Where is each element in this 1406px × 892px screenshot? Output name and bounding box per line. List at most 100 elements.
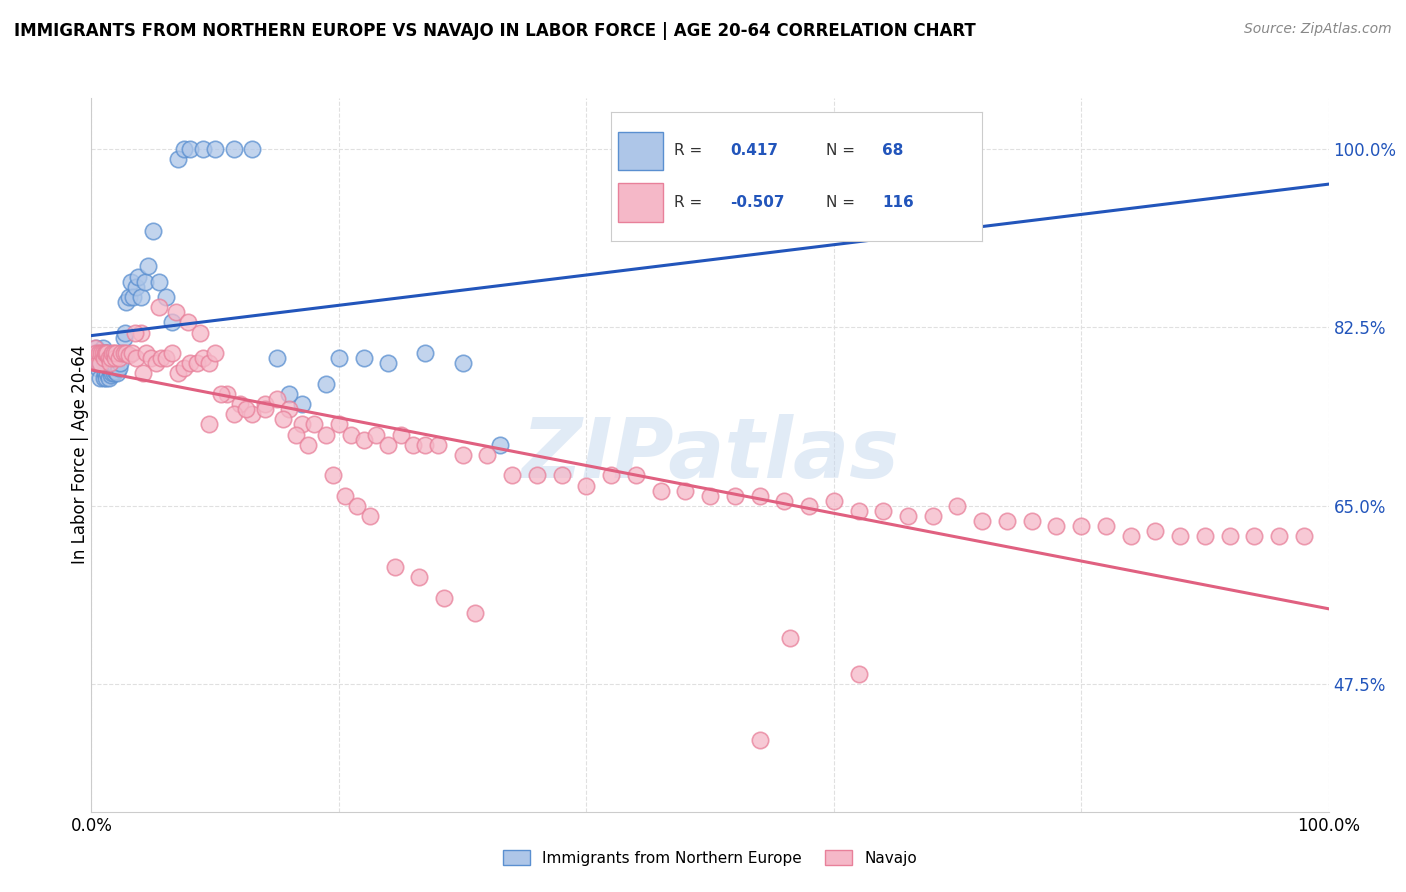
- Point: [103, 346, 125, 360]
- Point: [779, 632, 801, 646]
- Point: [526, 468, 548, 483]
- Point: [100, 351, 122, 365]
- Point: [93, 356, 115, 370]
- Point: [117, 290, 139, 304]
- Point: [340, 427, 363, 442]
- Point: [84, 341, 107, 355]
- Point: [872, 504, 894, 518]
- Point: [107, 351, 129, 365]
- Point: [96, 346, 118, 360]
- Point: [115, 295, 138, 310]
- Point: [297, 438, 319, 452]
- Point: [107, 361, 129, 376]
- Point: [98, 356, 121, 370]
- Point: [125, 351, 148, 365]
- Point: [87, 356, 110, 370]
- Point: [198, 356, 221, 370]
- Point: [94, 367, 117, 381]
- Point: [1021, 514, 1043, 528]
- Point: [186, 356, 208, 370]
- Point: [100, 368, 122, 383]
- Point: [1045, 519, 1067, 533]
- Point: [488, 438, 510, 452]
- Point: [122, 290, 145, 304]
- Point: [353, 433, 375, 447]
- Point: [94, 346, 117, 360]
- Point: [104, 364, 127, 378]
- Point: [112, 346, 135, 360]
- Point: [315, 427, 337, 442]
- Point: [1243, 529, 1265, 543]
- Point: [477, 448, 499, 462]
- Point: [328, 417, 350, 432]
- Point: [110, 346, 132, 360]
- Point: [97, 361, 120, 376]
- Point: [198, 417, 221, 432]
- Point: [167, 153, 190, 167]
- Point: [1292, 529, 1315, 543]
- Point: [101, 367, 124, 381]
- Point: [90, 356, 112, 370]
- Point: [1194, 529, 1216, 543]
- Point: [359, 509, 381, 524]
- Point: [1095, 519, 1118, 533]
- Point: [278, 402, 301, 417]
- Point: [346, 499, 368, 513]
- Point: [142, 224, 165, 238]
- Point: [155, 290, 177, 304]
- Point: [1070, 519, 1092, 533]
- Point: [101, 346, 124, 360]
- Point: [204, 142, 226, 156]
- Point: [946, 142, 969, 156]
- Point: [1119, 529, 1142, 543]
- Point: [995, 514, 1018, 528]
- Point: [86, 346, 108, 360]
- Point: [235, 402, 257, 417]
- Point: [120, 275, 142, 289]
- Point: [89, 371, 111, 385]
- Text: Source: ZipAtlas.com: Source: ZipAtlas.com: [1244, 22, 1392, 37]
- Point: [129, 326, 152, 340]
- Text: IMMIGRANTS FROM NORTHERN EUROPE VS NAVAJO IN LABOR FORCE | AGE 20-64 CORRELATION: IMMIGRANTS FROM NORTHERN EUROPE VS NAVAJ…: [14, 22, 976, 40]
- Point: [773, 493, 796, 508]
- Point: [291, 397, 314, 411]
- Point: [145, 356, 167, 370]
- Point: [115, 346, 138, 360]
- Point: [155, 351, 177, 365]
- Point: [177, 315, 200, 329]
- Point: [253, 402, 276, 417]
- Point: [117, 348, 139, 362]
- Point: [173, 361, 195, 376]
- Point: [160, 315, 183, 329]
- Point: [104, 351, 127, 365]
- Point: [90, 346, 112, 360]
- Point: [724, 489, 747, 503]
- Point: [377, 356, 399, 370]
- Point: [91, 341, 114, 355]
- Point: [127, 269, 149, 284]
- Point: [93, 371, 115, 385]
- Point: [98, 361, 121, 376]
- Point: [408, 570, 430, 584]
- Point: [132, 367, 155, 381]
- Point: [100, 351, 122, 365]
- Point: [848, 667, 870, 681]
- Point: [114, 326, 136, 340]
- Point: [87, 346, 110, 360]
- Point: [1268, 529, 1291, 543]
- Point: [84, 346, 107, 360]
- Point: [167, 367, 190, 381]
- Point: [253, 397, 276, 411]
- Point: [204, 346, 226, 360]
- Point: [89, 356, 111, 370]
- Point: [415, 346, 437, 360]
- Point: [415, 438, 437, 452]
- Point: [650, 483, 672, 498]
- Point: [91, 346, 114, 360]
- Point: [148, 300, 170, 314]
- Point: [550, 468, 572, 483]
- Point: [125, 279, 148, 293]
- Point: [160, 346, 183, 360]
- Point: [278, 386, 301, 401]
- Point: [91, 351, 114, 365]
